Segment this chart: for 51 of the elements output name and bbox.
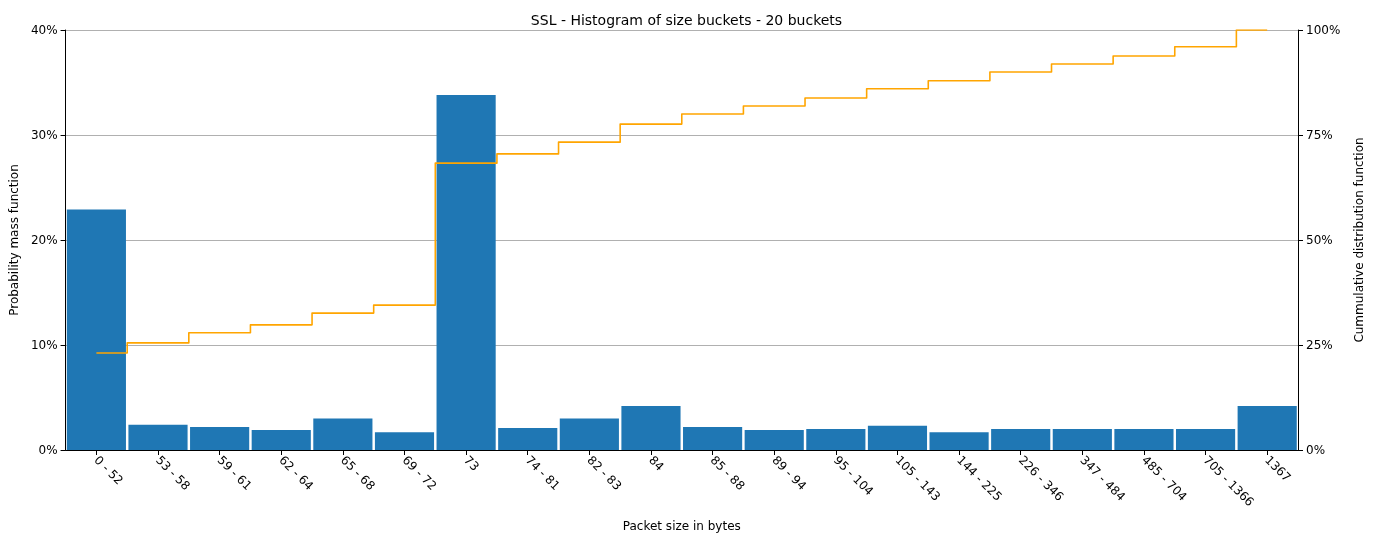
y2-tick-label: 25% (1306, 338, 1333, 352)
x-tick-label: 74 - 81 (522, 453, 563, 493)
x-tick-label: 69 - 72 (399, 453, 440, 493)
bar (929, 432, 989, 450)
x-tick-label: 73 (461, 453, 482, 474)
bar (498, 427, 558, 450)
x-tick-label: 347 - 484 (1077, 453, 1129, 504)
y2-tick-label: 75% (1306, 128, 1333, 142)
bar (1237, 405, 1297, 450)
x-tick-label: 0 - 52 (91, 453, 126, 488)
y2-tick-label: 100% (1306, 23, 1341, 37)
x-tick-label: 95 - 104 (830, 453, 877, 499)
x-tick-label: 485 - 704 (1139, 453, 1190, 504)
y-tick-label: 20% (30, 233, 58, 247)
bar (1175, 429, 1236, 450)
x-tick-label: 84 (646, 453, 667, 474)
bar (374, 432, 435, 450)
y-tick-label: 30% (30, 128, 58, 142)
bar (190, 426, 250, 450)
bar (744, 430, 804, 450)
x-tick-label: 89 - 94 (769, 453, 810, 493)
bar (1052, 429, 1112, 450)
bar (683, 426, 743, 450)
x-tick-label: 82 - 83 (584, 453, 625, 493)
x-axis-title: Packet size in bytes (622, 519, 741, 533)
y-tick-label: 0% (38, 443, 58, 457)
y-tick-label: 40% (30, 23, 58, 37)
bar (251, 430, 311, 450)
chart-title: SSL - Histogram of size buckets - 20 buckets (530, 12, 843, 28)
x-tick-label: 85 - 88 (707, 453, 748, 493)
x-tick-label: 53 - 58 (153, 453, 193, 493)
bar (867, 425, 928, 450)
bar (559, 418, 619, 450)
x-tick-label: 65 - 68 (337, 453, 378, 493)
y2-tick-label: 50% (1306, 233, 1333, 247)
y-tick-label: 10% (30, 338, 58, 352)
bar (313, 418, 373, 450)
bar (128, 424, 188, 450)
bar (991, 429, 1051, 450)
x-tick-label: 144 - 225 (954, 453, 1005, 504)
bar (436, 95, 496, 450)
bar (806, 429, 866, 450)
bar (621, 405, 681, 450)
x-tick-label: 105 - 143 (892, 453, 944, 504)
bar (1114, 429, 1174, 450)
y2-tick-label: 0% (1306, 443, 1326, 457)
x-tick-label: 59 - 61 (214, 453, 255, 493)
y2-axis-title: Cummulative distribution function (1352, 137, 1366, 343)
x-tick-label: 62 - 64 (276, 453, 317, 493)
bar (66, 209, 126, 450)
y-axis-title: Probability mass function (7, 164, 21, 316)
